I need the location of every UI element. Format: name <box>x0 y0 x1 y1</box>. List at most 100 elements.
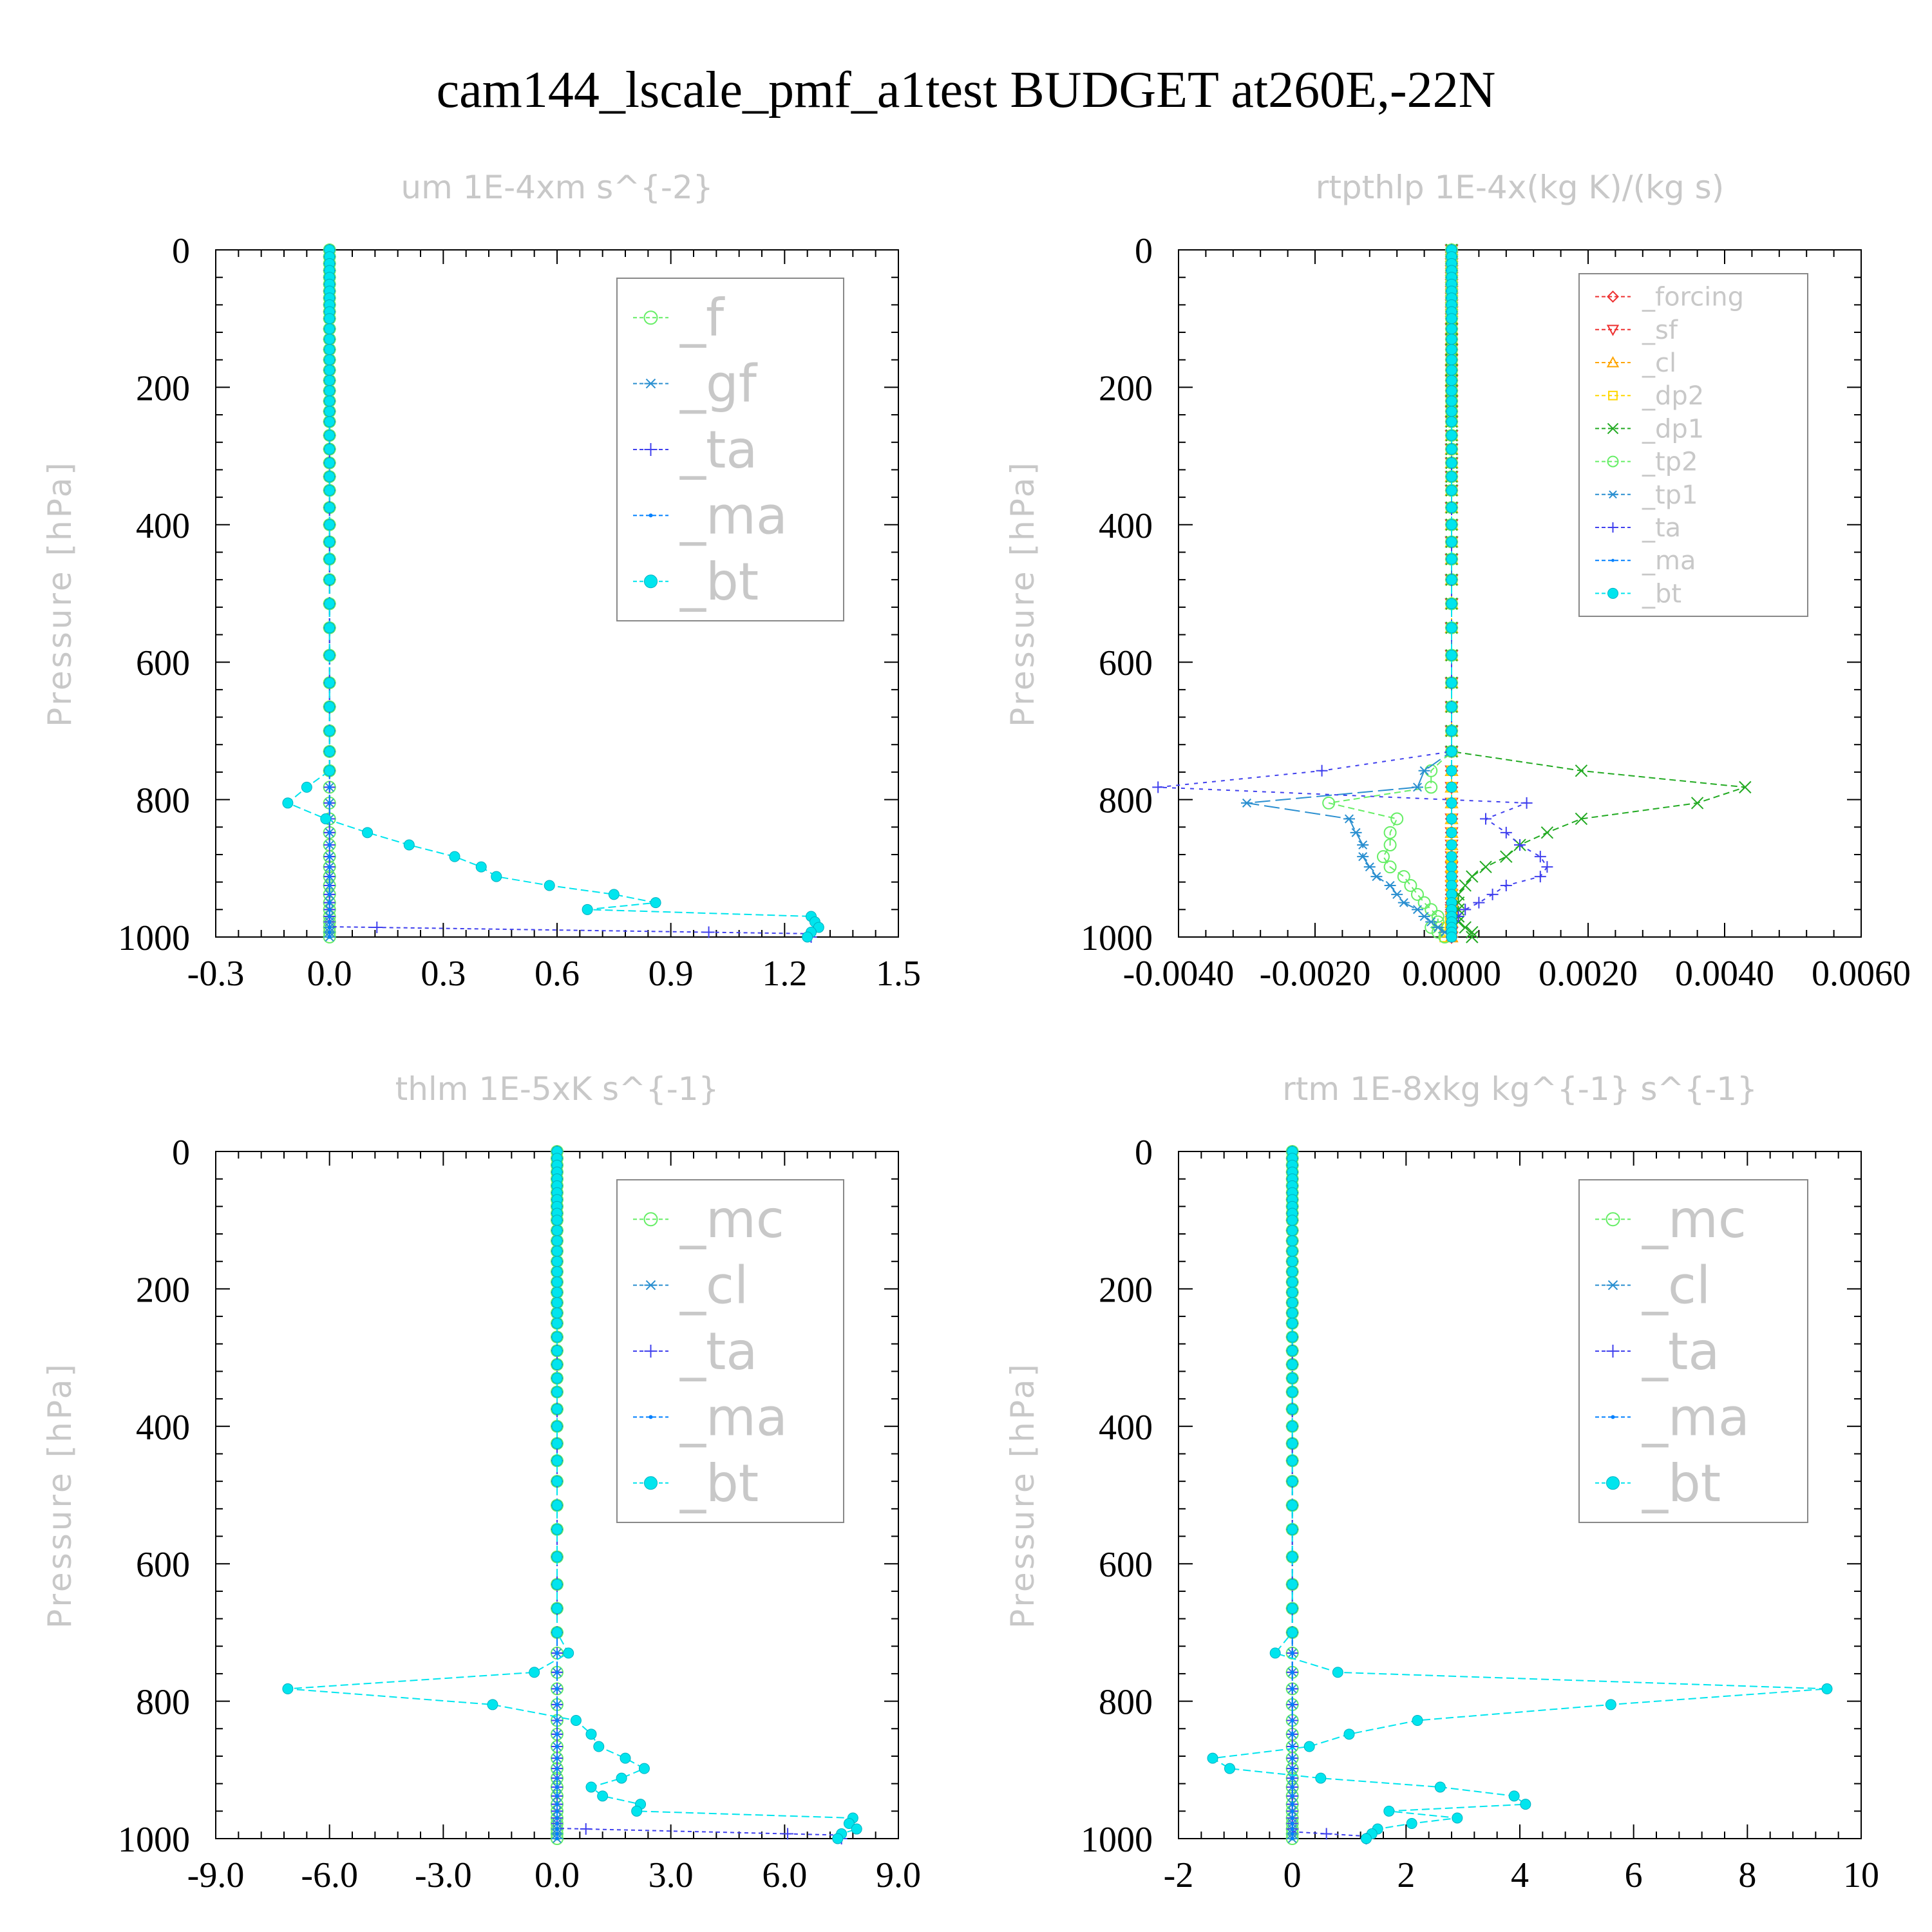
series-line <box>1328 250 1452 938</box>
y-axis-label: Pressure [hPa] <box>1004 460 1041 727</box>
legend-label: _ma <box>1642 546 1696 576</box>
legend-label: _mc <box>679 1189 784 1249</box>
legend-label: _tp1 <box>1642 480 1698 510</box>
legend-marker <box>1611 1415 1615 1419</box>
data-point <box>1377 850 1390 864</box>
data-point <box>1290 1718 1294 1723</box>
legend-label: _ma <box>679 1387 788 1447</box>
data-point <box>1446 484 1457 496</box>
data-point <box>555 1756 559 1760</box>
x-tick-label: 0.3 <box>421 954 466 994</box>
legend-label: _bt <box>1642 579 1681 609</box>
series_bt <box>282 244 824 943</box>
y-tick-label: 600 <box>136 1545 190 1585</box>
data-point <box>551 1386 563 1397</box>
data-point <box>802 931 813 943</box>
data-point <box>1287 1578 1298 1590</box>
data-point <box>1287 1524 1298 1535</box>
data-point <box>1446 746 1457 757</box>
y-tick-label: 200 <box>1099 368 1153 408</box>
legend-marker <box>643 310 658 325</box>
data-point <box>1287 1359 1298 1370</box>
data-point <box>327 935 332 939</box>
data-point <box>324 650 336 661</box>
data-point <box>608 889 620 900</box>
data-point <box>327 930 332 934</box>
data-point <box>1446 827 1457 838</box>
data-point <box>324 354 336 366</box>
data-point <box>1446 313 1457 325</box>
data-point <box>1459 879 1472 892</box>
data-point <box>551 1403 563 1415</box>
data-point <box>324 598 336 610</box>
data-point <box>362 827 374 838</box>
data-point <box>1290 1651 1294 1655</box>
data-point <box>1290 1816 1294 1820</box>
data-point <box>1459 921 1472 934</box>
data-point <box>324 725 336 737</box>
data-point <box>1397 870 1410 884</box>
data-point <box>851 1823 862 1835</box>
y-tick-label: 200 <box>136 368 190 408</box>
data-point <box>403 839 415 851</box>
data-point <box>1290 1732 1294 1736</box>
data-point <box>324 313 336 325</box>
data-point <box>1446 416 1457 428</box>
data-point <box>1269 1647 1281 1659</box>
data-point <box>555 1703 559 1707</box>
data-point <box>529 1667 540 1678</box>
data-point <box>551 1256 563 1267</box>
data-point <box>1473 896 1485 909</box>
data-point <box>551 1437 563 1449</box>
data-point <box>1821 1683 1833 1694</box>
data-point <box>324 385 336 397</box>
series-line <box>1291 1151 1367 1839</box>
y-tick-label: 200 <box>1099 1270 1153 1310</box>
data-point <box>1290 1827 1294 1831</box>
data-point <box>324 536 336 547</box>
data-point <box>551 1345 563 1356</box>
data-point <box>551 1245 563 1257</box>
data-point <box>551 1307 563 1319</box>
series_bt <box>282 1146 862 1844</box>
data-point <box>1357 840 1369 850</box>
panel-title: um 1E-4xm s^{-2} <box>401 169 713 206</box>
data-point <box>1287 1276 1298 1288</box>
data-point <box>327 875 332 878</box>
data-point <box>449 851 460 862</box>
data-point <box>593 1741 605 1752</box>
data-point <box>616 1772 627 1784</box>
x-tick-label: 10 <box>1843 1855 1879 1895</box>
y-tick-label: 600 <box>136 643 190 683</box>
data-point <box>551 1603 563 1615</box>
data-point <box>324 484 336 496</box>
legend-marker <box>644 1280 658 1291</box>
legend: _f_gf_ta _ma _bt <box>616 278 844 621</box>
data-point <box>1446 354 1457 366</box>
legend: _mc _cl_ta_ma _bt <box>1578 1179 1808 1523</box>
legend-marker <box>644 574 658 589</box>
data-point <box>1287 1372 1298 1384</box>
x-tick-label: 0.0060 <box>1812 954 1911 994</box>
x-tick-label: -0.0020 <box>1260 954 1371 994</box>
data-point <box>1290 1809 1294 1814</box>
data-point <box>551 1627 563 1638</box>
data-point <box>1446 443 1457 455</box>
data-point <box>327 801 332 805</box>
data-point <box>585 1728 597 1740</box>
y-tick-label: 200 <box>136 1270 190 1310</box>
data-point <box>1207 1752 1218 1764</box>
data-point <box>327 893 332 896</box>
data-point <box>1446 861 1457 873</box>
data-point <box>1520 1799 1531 1810</box>
data-point <box>324 443 336 455</box>
data-point <box>1446 765 1457 777</box>
figure-title: cam144_lscale_pmf_a1test BUDGET at260E,-… <box>436 62 1496 118</box>
x-tick-label: -6.0 <box>301 1855 358 1895</box>
y-tick-label: 400 <box>1099 506 1153 546</box>
x-tick-label: -3.0 <box>415 1855 472 1895</box>
data-point <box>1316 764 1328 777</box>
data-point <box>324 395 336 407</box>
data-point <box>327 907 332 912</box>
data-point <box>324 375 336 386</box>
